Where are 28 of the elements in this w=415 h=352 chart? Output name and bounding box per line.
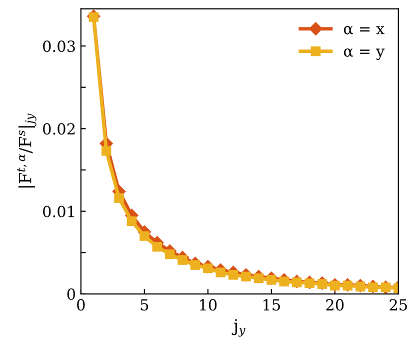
- legend-label: α = x: [344, 26, 384, 34]
- x-tick-label: 0: [77, 299, 85, 311]
- x-axis-title: j$_{y}$: [232, 319, 246, 337]
- point: [140, 231, 150, 241]
- x-tick-label: 5: [140, 299, 148, 311]
- point: [164, 249, 175, 260]
- point: [304, 278, 314, 288]
- point: [114, 193, 124, 203]
- point: [126, 216, 137, 226]
- point: [101, 146, 112, 156]
- point: [152, 242, 162, 252]
- point: [266, 275, 276, 285]
- y-tick-label: 0.03: [43, 40, 75, 52]
- x-tick-label: 25: [390, 299, 407, 311]
- point: [228, 270, 238, 280]
- point: [178, 255, 188, 265]
- y-tick-label: 0.01: [43, 206, 74, 218]
- y-axis-title: |F$^{t,α}$/F$^{s}$|$_{jy}$: [17, 114, 36, 188]
- x-tick-label: 15: [264, 299, 280, 311]
- point: [216, 268, 226, 278]
- y-tick-label: 0.02: [43, 123, 75, 135]
- point: [279, 276, 289, 286]
- y-tick-label: 0: [67, 288, 76, 300]
- point: [292, 277, 302, 288]
- x-tick-label: 20: [326, 299, 344, 311]
- x-tick-label: 10: [200, 299, 217, 311]
- point: [254, 273, 264, 284]
- legend-label: α = y: [344, 48, 385, 60]
